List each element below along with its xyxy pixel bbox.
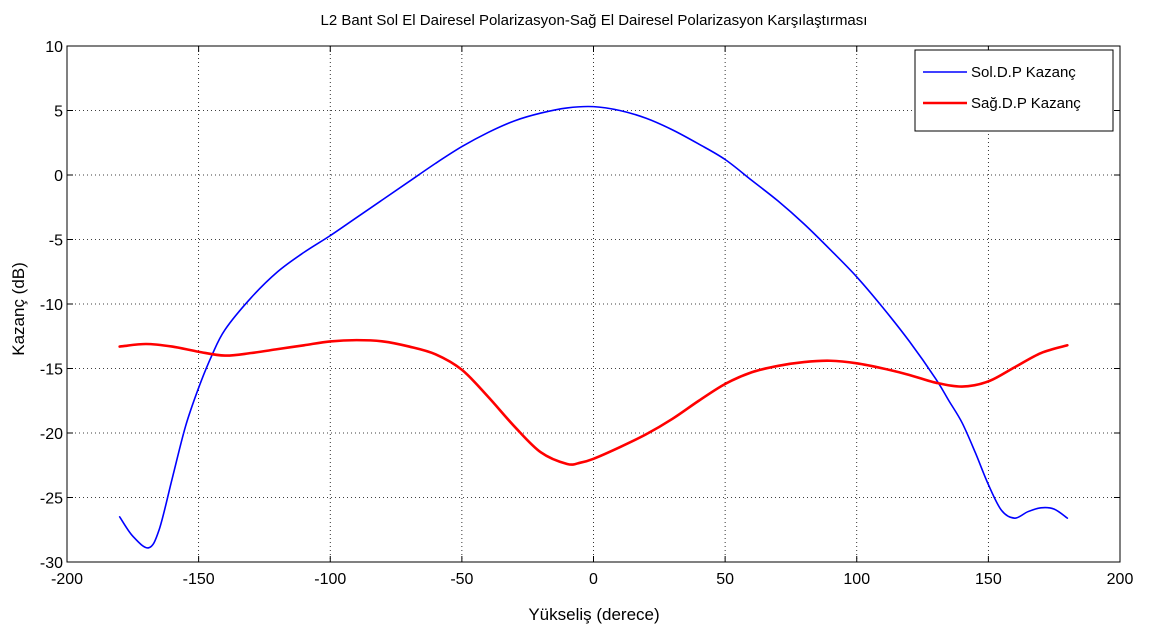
x-tick-label: 0 [589, 571, 598, 588]
y-tick-label: -25 [40, 491, 63, 508]
x-tick-label: -50 [450, 571, 473, 588]
y-tick-label: 10 [45, 39, 63, 56]
plot-area: -200 -150 -100 -50 0 50 100 150 200-30-25-20-15-… [40, 39, 1134, 588]
series-sol-dp-line [118, 105, 1069, 549]
x-tick-label: 150 [975, 571, 1002, 588]
x-tick-label: -150 [183, 571, 215, 588]
legend-box [914, 49, 1114, 132]
x-tick-label: 100 [843, 571, 870, 588]
x-tick-label: 200 [1107, 571, 1134, 588]
y-tick-label: -10 [40, 297, 63, 314]
legend-label-sag-dp: Sağ.D.P Kazanç [971, 95, 1081, 112]
chart-title: L2 Bant Sol El Dairesel Polarizasyon-Sağ… [321, 12, 868, 29]
y-tick-label: -15 [40, 362, 63, 379]
series-sag-dp-line [118, 338, 1069, 466]
y-tick-label: -30 [40, 555, 63, 572]
x-tick-label: -100 [314, 571, 346, 588]
x-axis-label: Yükseliş (derece) [528, 605, 659, 624]
y-axis-label: Kazanç (dB) [9, 262, 28, 356]
legend-label-sol-dp: Sol.D.P Kazanç [971, 64, 1076, 81]
x-tick-label: 50 [716, 571, 734, 588]
y-tick-label: 5 [54, 104, 63, 121]
y-tick-label: -5 [49, 233, 63, 250]
y-tick-label: 0 [54, 168, 63, 185]
y-tick-label: -20 [40, 426, 63, 443]
x-tick-label: -200 [51, 571, 83, 588]
